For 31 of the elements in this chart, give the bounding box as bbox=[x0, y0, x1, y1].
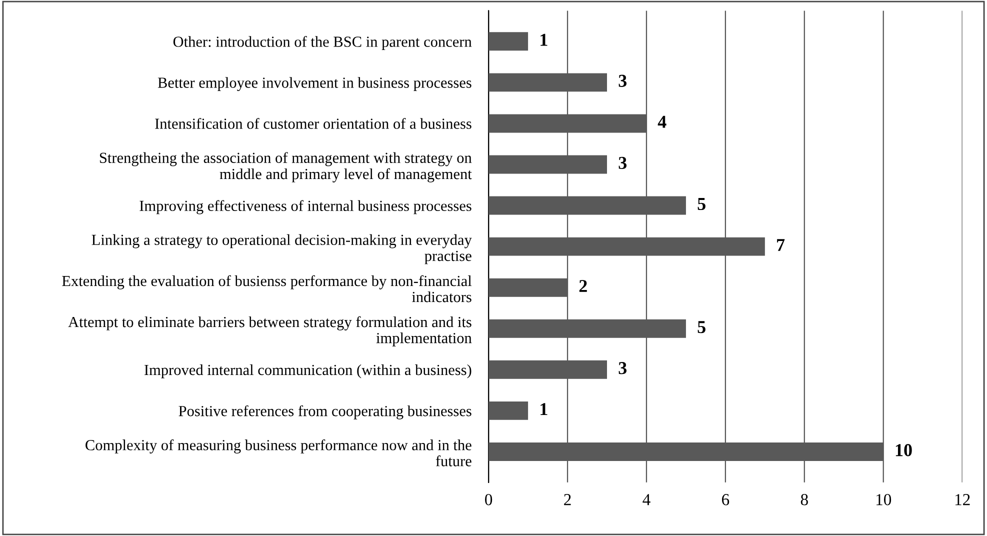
y-tick-label: Positive references from cooperating businesses bbox=[178, 405, 472, 420]
y-tick-label: Improved internal communication (within a business) bbox=[144, 364, 472, 378]
data-label: 4 bbox=[658, 116, 666, 128]
x-tick-label: 0 bbox=[485, 494, 492, 506]
data-label: 3 bbox=[618, 74, 627, 87]
y-tick-label: Other: introduction of the BSC in parent concern bbox=[173, 36, 472, 50]
data-label: 10 bbox=[896, 444, 912, 456]
y-tick-label: Intensification of customer orientation of a business bbox=[155, 118, 472, 129]
y-tick-label: Better employee involvement in business processes bbox=[158, 77, 472, 92]
y-tick-label: Improving effectiveness of internal business processes bbox=[140, 200, 472, 214]
y-tick-label: Extending the evaluation of busienss performance by non-financial indicators bbox=[62, 275, 472, 302]
y-tick-label: Complexity of measuring business performance now and in the future bbox=[86, 439, 472, 466]
data-label: 5 bbox=[698, 198, 706, 210]
x-tick-label: 6 bbox=[722, 494, 730, 506]
x-tick-label: 12 bbox=[955, 494, 970, 506]
data-label: 1 bbox=[540, 403, 548, 416]
data-label: 3 bbox=[618, 156, 627, 170]
y-tick-label: Linking a strategy to operational decision-making in everyday practise bbox=[92, 234, 472, 264]
data-label: 3 bbox=[618, 362, 627, 374]
data-label: 1 bbox=[540, 34, 548, 46]
data-label: 2 bbox=[579, 280, 587, 292]
x-tick-label: 8 bbox=[800, 494, 808, 506]
y-tick-label: Strengtheing the association of management with strategy on middle and primary level of management bbox=[100, 152, 472, 182]
x-tick-label: 2 bbox=[564, 494, 571, 506]
x-tick-label: 10 bbox=[876, 494, 892, 506]
data-label: 5 bbox=[698, 321, 706, 334]
y-tick-label: Attempt to eliminate barriers between strategy formulation and its implementation bbox=[68, 316, 472, 346]
bar bbox=[488, 401, 528, 420]
bar bbox=[488, 32, 528, 51]
x-tick-label: 4 bbox=[642, 494, 650, 506]
data-label: 7 bbox=[777, 239, 785, 251]
